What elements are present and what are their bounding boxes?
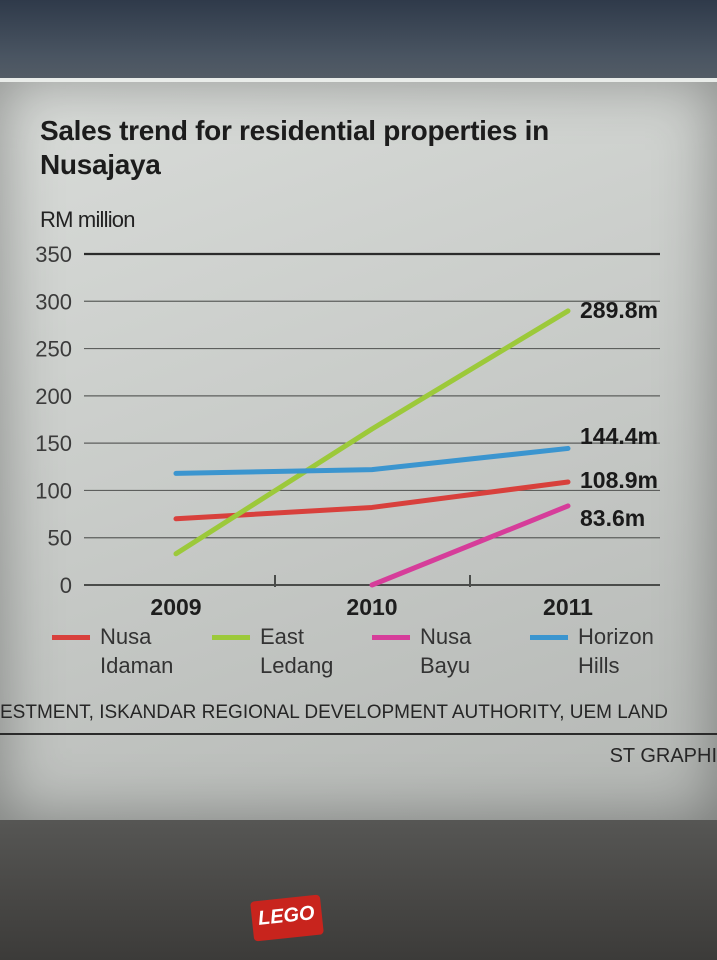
legend-swatch xyxy=(212,635,250,640)
paper-edge xyxy=(0,78,717,82)
series-line-horizon-hills xyxy=(173,445,571,476)
legend-swatch xyxy=(530,635,568,640)
x-tick-label: 2009 xyxy=(150,594,201,620)
end-labels: 108.9m 289.8m 83.6m 144.4m xyxy=(580,297,658,531)
legend-item-east-ledang: East Ledang xyxy=(212,622,350,680)
legend: Nusa Idaman East Ledang Nusa Bayu Horizon Hi… xyxy=(52,622,692,682)
legend-label: East Ledang xyxy=(260,624,334,678)
legend-item-horizon-hills: Horizon Hills xyxy=(530,622,668,680)
y-tick-label: 150 xyxy=(35,431,72,456)
x-tick-label: 2010 xyxy=(346,594,397,620)
y-tick-label: 100 xyxy=(35,478,72,503)
y-tick-label: 350 xyxy=(35,242,72,267)
series-lines xyxy=(173,308,571,588)
photo-background-bottom xyxy=(0,800,717,960)
source-line: ESTMENT, ISKANDAR REGIONAL DEVELOPMENT A… xyxy=(0,702,668,723)
legend-label: Nusa Bayu xyxy=(420,624,472,678)
legend-label: Horizon Hills xyxy=(578,624,654,678)
y-axis-label: RM million xyxy=(40,207,135,232)
newspaper-page xyxy=(0,78,717,820)
y-tick-labels: 0 50 100 150 200 250 300 350 xyxy=(35,242,72,598)
line-chart: 0 50 100 150 200 250 300 350 2009 2010 2011 108.9… xyxy=(35,242,660,620)
gridlines xyxy=(84,252,660,539)
chart-title: Sales trend for residential properties i… xyxy=(40,115,549,180)
legend-label: Nusa Idaman xyxy=(100,624,174,678)
end-label: 144.4m xyxy=(580,423,658,449)
end-label: 108.9m xyxy=(580,467,658,493)
y-tick-label: 50 xyxy=(48,526,72,551)
x-tick-label: 2011 xyxy=(543,594,593,620)
y-tick-label: 200 xyxy=(35,384,72,409)
x-axis: 2009 2010 2011 xyxy=(84,575,660,620)
series-line-nusa-idaman xyxy=(173,479,571,522)
series-line-nusa-bayu xyxy=(369,503,571,588)
divider-rule xyxy=(0,733,717,735)
series-line-east-ledang xyxy=(173,308,571,557)
legend-swatch xyxy=(52,635,90,640)
y-tick-label: 0 xyxy=(60,573,72,598)
end-label: 83.6m xyxy=(580,505,645,531)
y-tick-label: 300 xyxy=(35,289,72,314)
legend-item-nusa-bayu: Nusa Bayu xyxy=(372,622,510,680)
y-tick-label: 250 xyxy=(35,337,72,362)
legend-swatch xyxy=(372,635,410,640)
graphic-credit: ST GRAPHI xyxy=(609,745,717,767)
legend-item-nusa-idaman: Nusa Idaman xyxy=(52,622,190,680)
end-label: 289.8m xyxy=(580,297,658,323)
